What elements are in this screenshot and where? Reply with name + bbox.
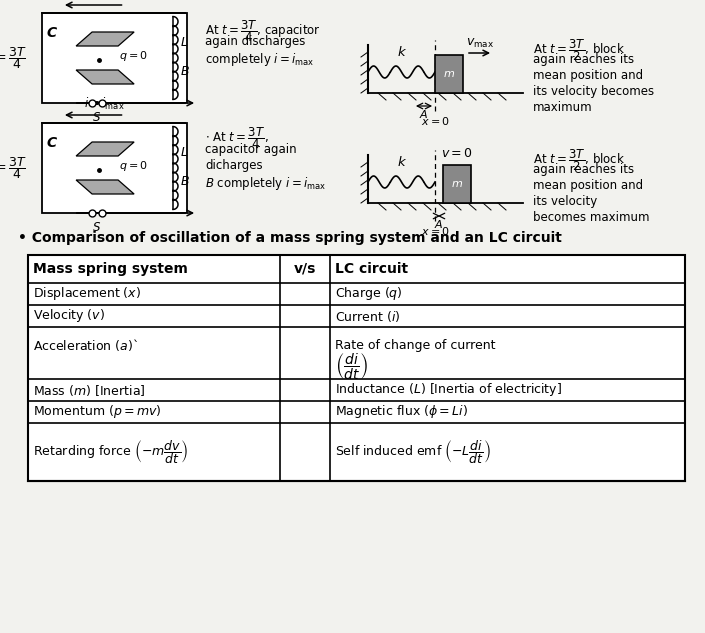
Text: C: C bbox=[47, 136, 57, 150]
Text: S: S bbox=[93, 111, 101, 124]
Text: At $t=\dfrac{3T}{4}$, capacitor: At $t=\dfrac{3T}{4}$, capacitor bbox=[205, 18, 321, 44]
Text: B: B bbox=[181, 175, 190, 188]
Text: $B$ completely $i=i_{\rm max}$: $B$ completely $i=i_{\rm max}$ bbox=[205, 175, 326, 192]
Text: At $t=\dfrac{3T}{2}$, block: At $t=\dfrac{3T}{2}$, block bbox=[533, 37, 625, 63]
Polygon shape bbox=[76, 32, 134, 46]
Text: $i = i_{\rm max}$: $i = i_{\rm max}$ bbox=[84, 96, 125, 112]
Text: $q=0$: $q=0$ bbox=[119, 49, 148, 63]
Text: $t=\dfrac{3T}{4}$: $t=\dfrac{3T}{4}$ bbox=[0, 45, 27, 71]
Bar bbox=[435, 55, 463, 93]
Text: becomes maximum: becomes maximum bbox=[533, 211, 649, 224]
Text: C: C bbox=[47, 26, 57, 40]
Text: $v_{\rm max}$: $v_{\rm max}$ bbox=[466, 37, 494, 50]
Text: completely $i=i_{\rm max}$: completely $i=i_{\rm max}$ bbox=[205, 51, 314, 68]
Text: capacitor again: capacitor again bbox=[205, 143, 297, 156]
Text: At $t=\dfrac{3T}{2}$, block: At $t=\dfrac{3T}{2}$, block bbox=[533, 147, 625, 173]
Text: maximum: maximum bbox=[533, 101, 593, 114]
Text: Mass spring system: Mass spring system bbox=[33, 262, 188, 276]
Text: L: L bbox=[181, 146, 188, 160]
Text: k: k bbox=[397, 46, 405, 59]
Text: mean position and: mean position and bbox=[533, 69, 643, 82]
Bar bbox=[443, 165, 471, 203]
Text: Magnetic flux ($\phi = Li$): Magnetic flux ($\phi = Li$) bbox=[335, 403, 468, 420]
Bar bbox=[28, 255, 685, 481]
Text: $x=0$: $x=0$ bbox=[421, 115, 449, 127]
Text: $i = i_{\rm max}$: $i = i_{\rm max}$ bbox=[84, 0, 125, 2]
Text: Current ($i$): Current ($i$) bbox=[335, 308, 400, 323]
Text: m: m bbox=[452, 179, 462, 189]
Text: its velocity becomes: its velocity becomes bbox=[533, 85, 654, 98]
Text: $x=0$: $x=0$ bbox=[421, 225, 449, 237]
Text: LC circuit: LC circuit bbox=[335, 262, 408, 276]
Text: S: S bbox=[93, 221, 101, 234]
Text: $\cdot$ At $t=\dfrac{3T}{4}$,: $\cdot$ At $t=\dfrac{3T}{4}$, bbox=[205, 125, 269, 151]
Text: Charge ($q$): Charge ($q$) bbox=[335, 285, 403, 303]
Bar bbox=[42, 123, 187, 213]
Text: m: m bbox=[443, 69, 455, 79]
Polygon shape bbox=[76, 70, 134, 84]
Text: $A$: $A$ bbox=[434, 218, 443, 230]
Text: Acceleration ($a$)`: Acceleration ($a$)` bbox=[33, 337, 138, 353]
Text: L: L bbox=[181, 36, 188, 49]
Text: dicharges: dicharges bbox=[205, 159, 263, 172]
Text: again discharges: again discharges bbox=[205, 35, 305, 48]
Text: its velocity: its velocity bbox=[533, 195, 597, 208]
Text: Momentum ($p = mv$): Momentum ($p = mv$) bbox=[33, 403, 161, 420]
Text: Velocity ($v$): Velocity ($v$) bbox=[33, 308, 105, 325]
Text: B: B bbox=[181, 65, 190, 78]
Text: Self induced emf $\left(-L\dfrac{di}{dt}\right)$: Self induced emf $\left(-L\dfrac{di}{dt}… bbox=[335, 438, 491, 466]
Text: $\left(\dfrac{di}{dt}\right)$: $\left(\dfrac{di}{dt}\right)$ bbox=[335, 352, 368, 382]
Polygon shape bbox=[76, 142, 134, 156]
Text: $v=0$: $v=0$ bbox=[441, 147, 473, 160]
Text: $A$: $A$ bbox=[419, 108, 429, 120]
Text: again reaches its: again reaches its bbox=[533, 163, 634, 176]
Text: • Comparison of oscillation of a mass spring system and an LC circuit: • Comparison of oscillation of a mass sp… bbox=[18, 231, 562, 245]
Text: Displacement ($x$): Displacement ($x$) bbox=[33, 285, 141, 303]
Polygon shape bbox=[76, 180, 134, 194]
Bar bbox=[42, 13, 187, 103]
Text: $q=0$: $q=0$ bbox=[119, 159, 148, 173]
Text: again reaches its: again reaches its bbox=[533, 53, 634, 66]
Text: v/s: v/s bbox=[294, 262, 316, 276]
Text: Mass ($m$) [Inertia]: Mass ($m$) [Inertia] bbox=[33, 382, 145, 398]
Text: Retarding force $\left(-m\dfrac{dv}{dt}\right)$: Retarding force $\left(-m\dfrac{dv}{dt}\… bbox=[33, 438, 188, 466]
Text: Inductance ($L$) [Inertia of electricity]: Inductance ($L$) [Inertia of electricity… bbox=[335, 382, 562, 399]
Text: k: k bbox=[397, 156, 405, 169]
Text: $t=\dfrac{3T}{4}$: $t=\dfrac{3T}{4}$ bbox=[0, 155, 27, 181]
Text: mean position and: mean position and bbox=[533, 179, 643, 192]
Text: Rate of change of current: Rate of change of current bbox=[335, 339, 496, 351]
